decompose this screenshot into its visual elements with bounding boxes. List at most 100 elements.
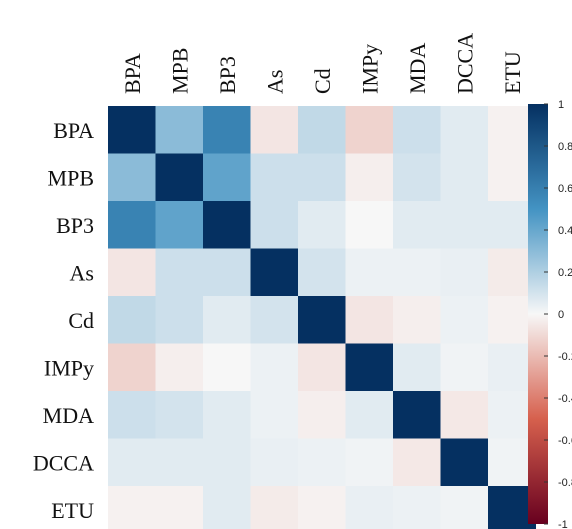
- heatmap-cell-dcca-as: [250, 438, 299, 487]
- row-label-mda: MDA: [43, 403, 94, 428]
- heatmap-cell-cd-as: [250, 296, 299, 344]
- heatmap-cell-mpb-mda: [393, 153, 441, 202]
- column-label-mpb: MPB: [167, 48, 192, 94]
- heatmap-cells: [108, 106, 536, 529]
- heatmap-cell-bp3-cd: [298, 201, 346, 249]
- heatmap-cell-impy-mpb: [155, 343, 204, 392]
- column-labels: BPA MPB BP3 As Cd IMPy MDA DCCA ETU: [120, 33, 525, 94]
- heatmap-cell-dcca-impy: [345, 438, 394, 487]
- heatmap-cell-mpb-mpb: [155, 153, 204, 202]
- heatmap-cell-as-impy: [345, 248, 394, 297]
- heatmap-cell-mda-bpa: [108, 391, 156, 439]
- heatmap-cell-bp3-mda: [393, 201, 441, 249]
- heatmap-cell-impy-as: [250, 343, 299, 392]
- heatmap-cell-bpa-mda: [393, 106, 441, 154]
- heatmap-cell-cd-cd: [298, 296, 346, 344]
- colorbar-tick-label: -1: [558, 519, 568, 529]
- column-label-bpa: BPA: [120, 53, 145, 94]
- heatmap-cell-bpa-cd: [298, 106, 346, 154]
- heatmap-cell-mpb-bp3: [203, 153, 251, 202]
- colorbar-tick-label: 0.8: [558, 141, 572, 153]
- row-label-cd: Cd: [68, 308, 94, 333]
- heatmap-cell-etu-as: [250, 486, 299, 529]
- colorbar: 1 0.8 0.6 0.4 0.2 0 -0.2 -0.4 -0.6 -0.8 -1: [528, 99, 572, 529]
- heatmap-cell-etu-impy: [345, 486, 394, 529]
- colorbar-gradient: [528, 104, 548, 524]
- heatmap-cell-as-cd: [298, 248, 346, 297]
- heatmap-cell-mda-as: [250, 391, 299, 439]
- column-label-cd: Cd: [310, 68, 335, 94]
- column-label-bp3: BP3: [215, 56, 240, 94]
- row-label-dcca: DCCA: [33, 450, 94, 475]
- heatmap-cell-bp3-mpb: [155, 201, 204, 249]
- heatmap-cell-impy-mda: [393, 343, 441, 392]
- heatmap-cell-cd-dcca: [440, 296, 489, 344]
- heatmap-cell-as-dcca: [440, 248, 489, 297]
- heatmap-cell-cd-mpb: [155, 296, 204, 344]
- colorbar-tick-label: -0.8: [558, 477, 572, 489]
- heatmap-cell-as-bpa: [108, 248, 156, 297]
- column-label-impy: IMPy: [357, 44, 382, 94]
- row-label-bpa: BPA: [53, 118, 94, 143]
- heatmap-cell-mda-dcca: [440, 391, 489, 439]
- colorbar-tick-label: -0.2: [558, 351, 572, 363]
- heatmap-cell-mpb-impy: [345, 153, 394, 202]
- row-label-etu: ETU: [51, 498, 94, 523]
- heatmap-cell-bp3-as: [250, 201, 299, 249]
- colorbar-tick-label: 0.6: [558, 183, 572, 195]
- colorbar-ticks: 1 0.8 0.6 0.4 0.2 0 -0.2 -0.4 -0.6 -0.8 -1: [544, 99, 572, 529]
- heatmap-cell-as-bp3: [203, 248, 251, 297]
- heatmap-cell-dcca-mpb: [155, 438, 204, 487]
- heatmap-cell-impy-impy: [345, 343, 394, 392]
- column-label-etu: ETU: [500, 51, 525, 94]
- heatmap-cell-bp3-bp3: [203, 201, 251, 249]
- colorbar-tick-label: 0.2: [558, 267, 572, 279]
- heatmap-cell-impy-cd: [298, 343, 346, 392]
- heatmap-cell-impy-bpa: [108, 343, 156, 392]
- heatmap-cell-impy-bp3: [203, 343, 251, 392]
- row-label-as: As: [70, 260, 94, 285]
- heatmap-cell-mpb-bpa: [108, 153, 156, 202]
- heatmap-cell-bpa-mpb: [155, 106, 204, 154]
- heatmap-cell-mda-impy: [345, 391, 394, 439]
- heatmap-cell-cd-impy: [345, 296, 394, 344]
- row-label-bp3: BP3: [56, 213, 94, 238]
- heatmap-cell-etu-bpa: [108, 486, 156, 529]
- heatmap-cell-as-mda: [393, 248, 441, 297]
- heatmap-cell-dcca-cd: [298, 438, 346, 487]
- heatmap-cell-cd-mda: [393, 296, 441, 344]
- heatmap-cell-etu-mpb: [155, 486, 204, 529]
- heatmap-cell-cd-bpa: [108, 296, 156, 344]
- heatmap-cell-bp3-impy: [345, 201, 394, 249]
- heatmap-cell-bp3-bpa: [108, 201, 156, 249]
- colorbar-tick-label: -0.6: [558, 435, 572, 447]
- heatmap-cell-mda-mda: [393, 391, 441, 439]
- colorbar-tick-label: 1: [558, 99, 564, 111]
- heatmap-cell-mpb-as: [250, 153, 299, 202]
- heatmap-cell-etu-cd: [298, 486, 346, 529]
- heatmap-cell-dcca-bp3: [203, 438, 251, 487]
- heatmap-cell-etu-bp3: [203, 486, 251, 529]
- heatmap-cell-impy-dcca: [440, 343, 489, 392]
- heatmap-cell-bpa-dcca: [440, 106, 489, 154]
- colorbar-tick-label: -0.4: [558, 393, 572, 405]
- column-label-dcca: DCCA: [452, 33, 477, 94]
- heatmap-cell-etu-dcca: [440, 486, 489, 529]
- heatmap-cell-dcca-bpa: [108, 438, 156, 487]
- heatmap-cell-bpa-bp3: [203, 106, 251, 154]
- heatmap-cell-mpb-cd: [298, 153, 346, 202]
- row-label-mpb: MPB: [48, 165, 94, 190]
- heatmap-cell-mda-bp3: [203, 391, 251, 439]
- heatmap-cell-etu-mda: [393, 486, 441, 529]
- row-labels: BPA MPB BP3 As Cd IMPy MDA DCCA ETU: [33, 118, 94, 523]
- heatmap-cell-as-mpb: [155, 248, 204, 297]
- column-label-as: As: [262, 70, 287, 94]
- heatmap-cell-dcca-dcca: [440, 438, 489, 487]
- heatmap-cell-bp3-dcca: [440, 201, 489, 249]
- heatmap-cell-bpa-as: [250, 106, 299, 154]
- heatmap-cell-as-as: [250, 248, 299, 297]
- heatmap-cell-mda-mpb: [155, 391, 204, 439]
- row-label-impy: IMPy: [44, 355, 94, 380]
- heatmap-cell-cd-bp3: [203, 296, 251, 344]
